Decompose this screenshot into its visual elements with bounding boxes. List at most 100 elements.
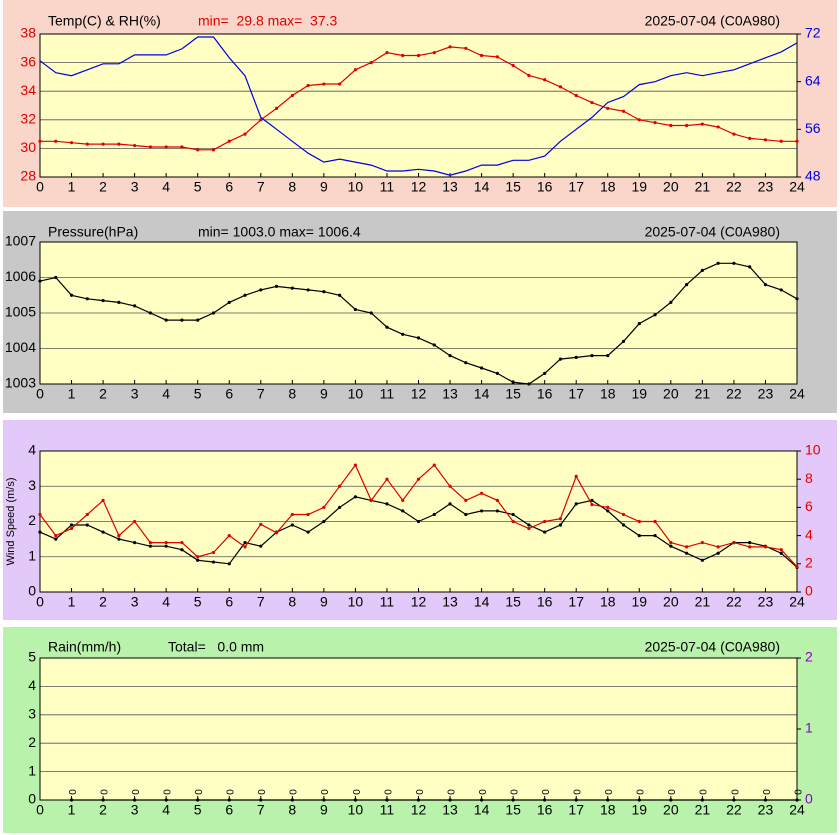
data-point — [543, 371, 547, 375]
data-point — [148, 541, 152, 545]
data-point — [669, 541, 673, 545]
x-tick-label: 14 — [474, 179, 490, 195]
data-point — [117, 300, 121, 304]
data-point — [685, 545, 689, 549]
data-point — [290, 512, 294, 517]
data-point — [621, 523, 626, 527]
data-point — [369, 498, 373, 502]
data-point — [69, 526, 74, 531]
data-point — [180, 548, 184, 552]
x-tick-label: 13 — [442, 386, 458, 402]
data-point — [763, 283, 768, 287]
x-tick-label: 11 — [380, 594, 395, 610]
data-point — [621, 512, 626, 517]
y-tick-label: 1004 — [5, 339, 36, 355]
data-point — [180, 541, 184, 545]
data-point — [101, 530, 105, 534]
x-tick-label: 18 — [600, 594, 616, 610]
data-point — [338, 293, 342, 297]
data-point — [385, 325, 389, 329]
data-point — [133, 798, 137, 802]
data-point — [69, 293, 74, 297]
data-point — [795, 297, 799, 301]
x-tick-label: 24 — [789, 386, 805, 402]
data-point — [133, 143, 137, 148]
data-label: 0 — [350, 789, 361, 795]
data-point — [716, 545, 720, 549]
x-tick-label: 11 — [380, 386, 395, 402]
data-point — [748, 541, 752, 545]
data-point — [479, 53, 484, 58]
data-point — [148, 544, 152, 548]
data-point — [637, 519, 641, 524]
data-point — [700, 268, 704, 272]
data-point — [54, 275, 58, 280]
data-point — [574, 798, 578, 802]
x-tick-label: 23 — [758, 802, 774, 818]
data-point — [669, 123, 673, 128]
x-tick-label: 17 — [568, 802, 584, 818]
data-label: 0 — [476, 789, 487, 795]
data-point — [353, 307, 358, 312]
data-label: 0 — [287, 789, 298, 795]
x-tick-label: 15 — [505, 802, 521, 818]
plot-area — [40, 34, 797, 177]
data-point — [716, 261, 720, 265]
data-point — [464, 46, 468, 50]
x-tick-label: 6 — [225, 594, 233, 610]
data-point — [322, 798, 326, 802]
x-tick-label: 19 — [632, 594, 648, 610]
data-label: 0 — [602, 789, 613, 795]
x-tick-label: 16 — [537, 594, 553, 610]
x-tick-label: 4 — [162, 802, 170, 818]
data-point — [748, 545, 752, 549]
data-point — [196, 555, 200, 559]
chart-subtitle: Total= 0.0 mm — [168, 639, 264, 655]
x-tick-label: 17 — [568, 386, 584, 402]
x-tick-label: 2 — [99, 802, 107, 818]
x-tick-label: 12 — [411, 594, 427, 610]
data-point — [432, 512, 436, 517]
data-point — [243, 293, 247, 297]
data-label: 0 — [255, 789, 266, 795]
x-tick-label: 15 — [505, 179, 521, 195]
data-point — [401, 53, 405, 58]
data-point — [306, 512, 310, 517]
data-point — [243, 132, 247, 136]
data-label: 0 — [760, 789, 771, 795]
data-point — [779, 139, 783, 143]
data-point — [685, 123, 689, 128]
data-point — [274, 531, 279, 535]
x-tick-label: 1 — [68, 386, 76, 402]
data-point — [101, 798, 105, 802]
data-point — [448, 45, 452, 49]
data-point — [637, 322, 641, 326]
x-tick-label: 20 — [663, 179, 679, 195]
chart-subtitle: min= 29.8 max= 37.3 — [198, 13, 338, 29]
x-tick-label: 15 — [505, 386, 521, 402]
data-point — [464, 361, 468, 365]
data-point — [211, 560, 216, 564]
data-point — [85, 523, 89, 527]
y2-tick-label: 8 — [805, 470, 813, 486]
x-tick-label: 13 — [442, 179, 458, 195]
data-point — [196, 558, 200, 562]
data-point — [590, 502, 594, 507]
y-tick-label: 2 — [28, 734, 36, 750]
data-point — [653, 519, 657, 524]
data-label: 0 — [318, 789, 329, 795]
data-point — [748, 136, 752, 140]
x-tick-label: 10 — [348, 179, 364, 195]
data-point — [606, 354, 610, 358]
data-point — [85, 512, 89, 517]
data-point — [606, 505, 610, 509]
x-tick-label: 7 — [257, 594, 265, 610]
data-point — [448, 502, 452, 506]
x-tick-label: 3 — [131, 594, 139, 610]
x-tick-label: 0 — [36, 802, 44, 818]
data-label: 0 — [444, 789, 455, 795]
x-tick-label: 14 — [474, 802, 490, 818]
y2-tick-label: 1 — [805, 720, 813, 736]
data-label: 0 — [697, 789, 708, 795]
plot-frame — [39, 450, 798, 593]
